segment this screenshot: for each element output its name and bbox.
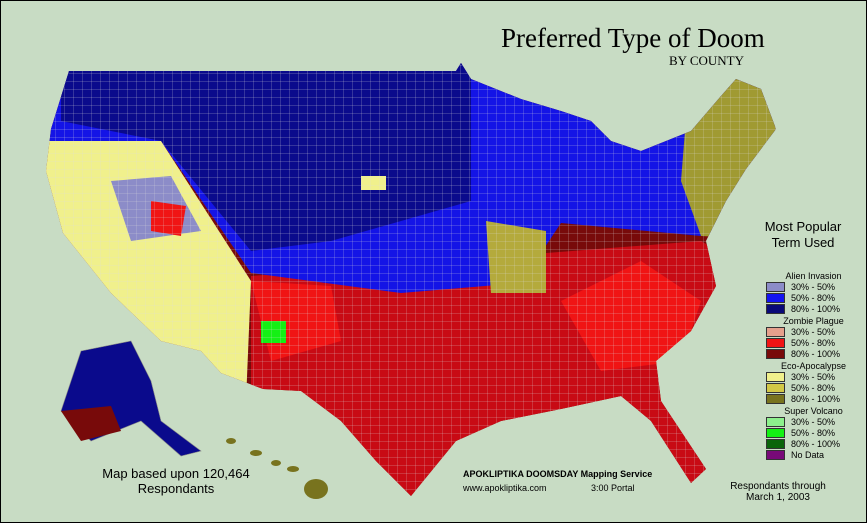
legend-swatch	[766, 382, 785, 393]
legend: Alien Invasion 30% - 50% 50% - 80% 80% - 10…	[766, 269, 861, 460]
legend-item: 30% - 50%	[766, 281, 861, 292]
service-name: APOKLIPTIKA DOOMSDAY Mapping Service	[463, 469, 653, 479]
legend-label: 30% - 50%	[791, 281, 836, 292]
legend-group: Eco-Apocalypse	[780, 361, 847, 371]
legend-swatch	[766, 393, 785, 404]
legend-label: 50% - 80%	[791, 382, 836, 393]
legend-swatch	[766, 438, 785, 449]
legend-group: Zombie Plague	[783, 316, 844, 326]
url: www.apokliptika.com	[463, 483, 547, 493]
legend-item: 80% - 100%	[766, 348, 861, 359]
legend-label: 50% - 80%	[791, 292, 836, 303]
legend-item: 30% - 50%	[766, 326, 861, 337]
date-note: Respondants through March 1, 2003	[730, 481, 826, 503]
legend-swatch	[766, 371, 785, 382]
legend-title: Most Popular Term Used	[764, 219, 842, 250]
legend-label: 80% - 100%	[791, 348, 841, 359]
legend-swatch	[766, 449, 785, 460]
sample-note: Map based upon 120,464 Respondants	[102, 466, 250, 496]
legend-item: 30% - 50%	[766, 371, 861, 382]
title: Preferred Type of Doom	[501, 23, 765, 53]
legend-label: 50% - 80%	[791, 337, 836, 348]
legend-label: 80% - 100%	[791, 393, 841, 404]
legend-swatch	[766, 303, 785, 314]
alaska-south	[61, 406, 121, 441]
legend-label: 30% - 50%	[791, 371, 836, 382]
legend-label: 80% - 100%	[791, 303, 841, 314]
legend-label: 80% - 100%	[791, 438, 841, 449]
legend-swatch	[766, 337, 785, 348]
legend-label: No Data	[791, 449, 825, 460]
legend-swatch	[766, 292, 785, 303]
legend-swatch	[766, 326, 785, 337]
legend-swatch	[766, 281, 785, 292]
legend-group: Alien Invasion	[785, 271, 842, 281]
legend-item: 80% - 100%	[766, 303, 861, 314]
portal: 3:00 Portal	[591, 483, 635, 493]
legend-swatch	[766, 427, 785, 438]
legend-item: 50% - 80%	[766, 337, 861, 348]
legend-item: 30% - 50%	[766, 416, 861, 427]
legend-label: 30% - 50%	[791, 326, 836, 337]
legend-item: No Data	[766, 449, 861, 460]
legend-label: 30% - 50%	[791, 416, 836, 427]
legend-swatch	[766, 348, 785, 359]
legend-item: 80% - 100%	[766, 393, 861, 404]
legend-item: 50% - 80%	[766, 427, 861, 438]
hawaii	[226, 438, 328, 499]
legend-item: 50% - 80%	[766, 292, 861, 303]
legend-group: Super Volcano	[784, 406, 843, 416]
legend-label: 50% - 80%	[791, 427, 836, 438]
legend-swatch	[766, 416, 785, 427]
legend-item: 80% - 100%	[766, 438, 861, 449]
subtitle: BY COUNTY	[669, 53, 744, 68]
legend-item: 50% - 80%	[766, 382, 861, 393]
